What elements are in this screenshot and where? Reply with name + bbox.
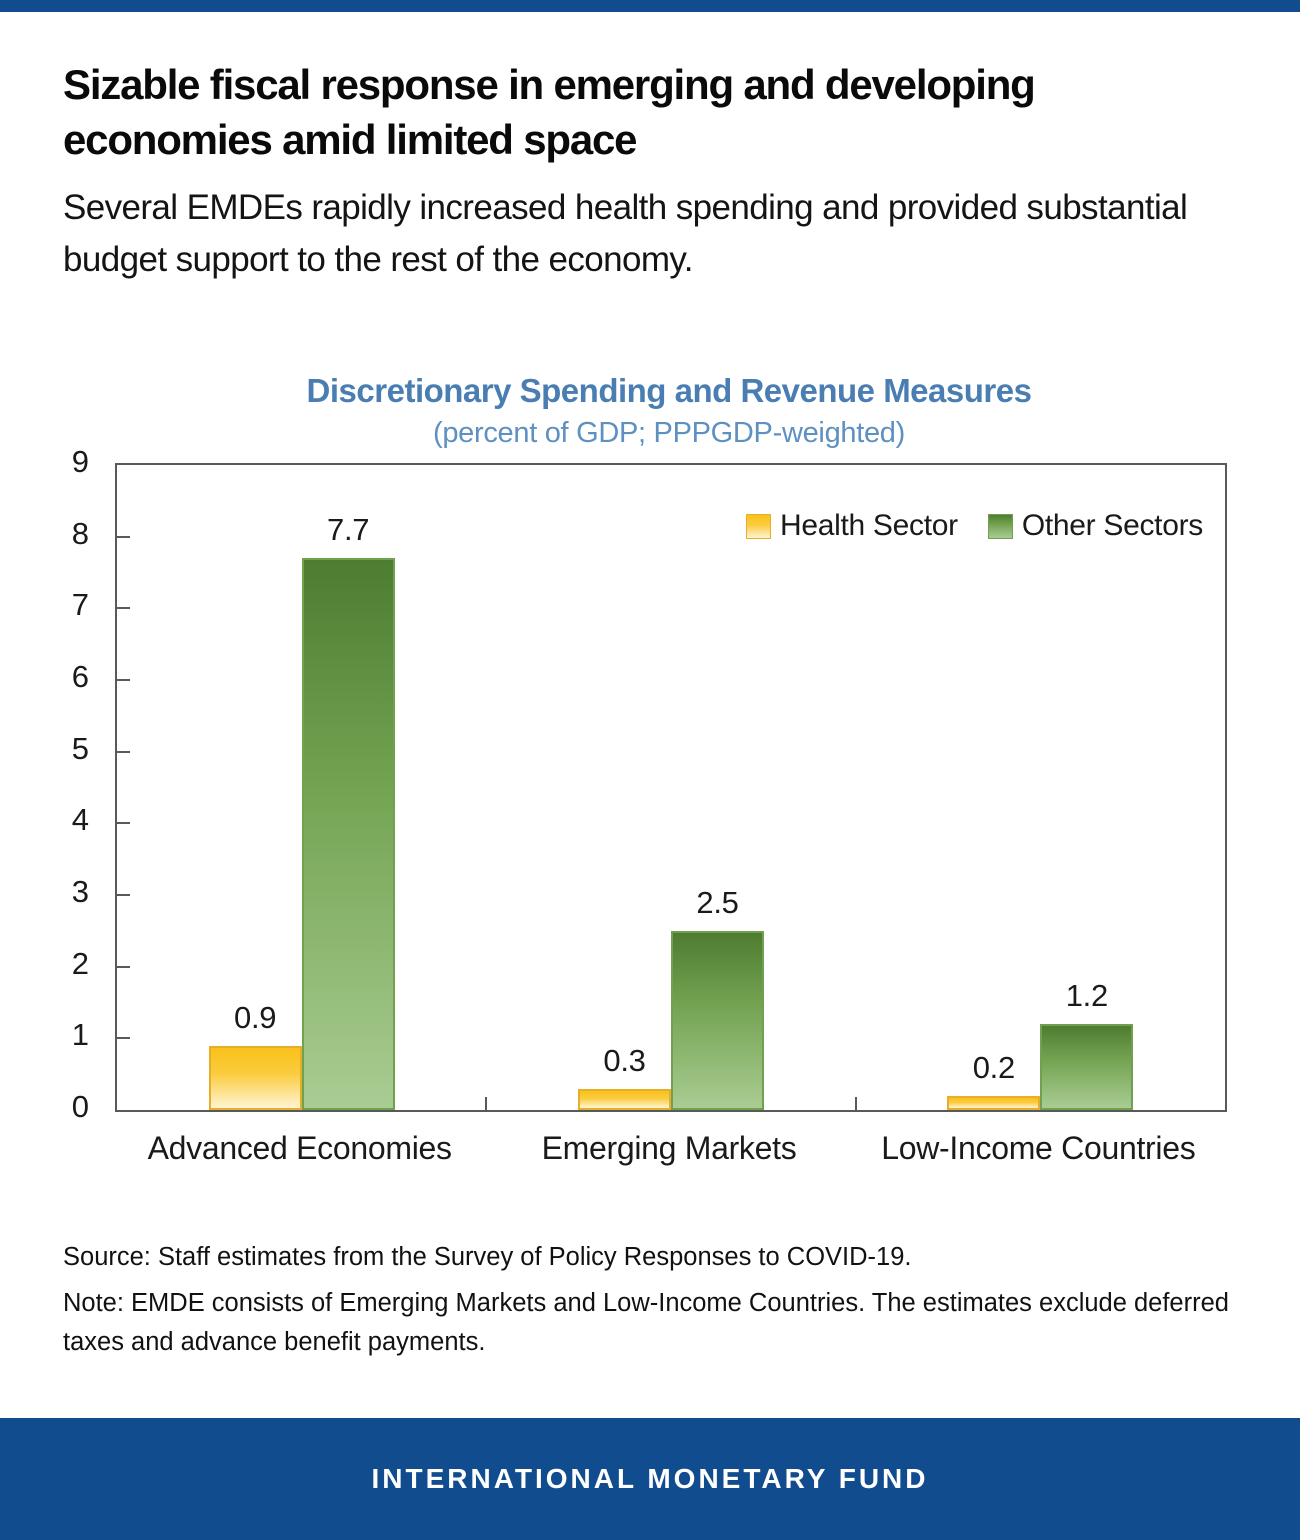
y-axis-label-8: 8 — [71, 515, 89, 551]
x-axis-label-0: Advanced Economies — [147, 1130, 452, 1166]
legend-label-other-sectors: Other Sectors — [1021, 509, 1203, 542]
chart-legend: Health Sector Other Sectors — [745, 509, 1203, 543]
y-axis-label-1: 1 — [71, 1017, 89, 1053]
legend-item-other-sectors: Other Sectors — [987, 509, 1203, 543]
chart-subtitle: (percent of GDP; PPPGDP-weighted) — [432, 417, 905, 449]
y-axis-tick — [117, 965, 130, 968]
bar-value-health-sector-2: 0.2 — [972, 1049, 1016, 1085]
source-note: Source: Staff estimates from the Survey … — [63, 1243, 912, 1271]
bar-value-other-sectors-2: 1.2 — [1065, 978, 1109, 1013]
bar-other-sectors-1 — [671, 930, 764, 1110]
bar-health-sector-2 — [947, 1095, 1041, 1110]
y-axis-tick — [117, 822, 130, 825]
y-axis-tick — [117, 750, 130, 753]
bar-other-sectors-0 — [301, 558, 395, 1110]
x-axis-label-2: Low-Income Countries — [881, 1130, 1196, 1166]
y-axis-label-0: 0 — [71, 1089, 89, 1124]
y-axis-tick — [117, 535, 130, 538]
y-axis-label-6: 6 — [71, 659, 89, 694]
legend-swatch-health-sector — [745, 513, 771, 539]
bar-value-other-sectors-0: 7.7 — [327, 512, 370, 548]
bar-health-sector-1 — [578, 1088, 671, 1110]
y-axis-label-9: 9 — [71, 444, 89, 479]
bar-value-health-sector-0: 0.9 — [234, 999, 277, 1035]
y-axis-label-3: 3 — [71, 874, 89, 909]
x-axis-tick — [485, 1097, 488, 1110]
y-axis-label-2: 2 — [71, 945, 89, 981]
y-axis-label-5: 5 — [71, 730, 89, 766]
y-axis-label-4: 4 — [71, 802, 89, 838]
top-accent-bar — [0, 0, 1300, 12]
legend-label-health-sector: Health Sector — [779, 509, 958, 542]
footer-brand: INTERNATIONAL MONETARY FUND — [371, 1463, 929, 1494]
page-title: Sizable fiscal response in emerging and … — [63, 61, 1036, 163]
y-axis-tick — [117, 1037, 130, 1040]
plot-area: Health Sector Other Sectors 0.9 7.7 0.3 2.5 0… — [115, 463, 1227, 1112]
bar-health-sector-0 — [208, 1045, 302, 1110]
chart-notes: Source: Staff estimates from the Survey … — [63, 1238, 1248, 1369]
x-axis-tick — [854, 1097, 857, 1110]
x-axis-label-1: Emerging Markets — [541, 1130, 797, 1166]
footer: INTERNATIONAL MONETARY FUND — [0, 1418, 1300, 1540]
legend-item-health-sector: Health Sector — [745, 509, 958, 543]
chart-title: Discretionary Spending and Revenue Measu… — [306, 372, 1032, 409]
bar-value-other-sectors-1: 2.5 — [696, 884, 739, 920]
methodology-note: Note: EMDE consists of Emerging Markets … — [63, 1288, 1229, 1357]
y-axis-label-7: 7 — [71, 587, 89, 623]
y-axis-tick — [117, 607, 130, 610]
y-axis-tick — [117, 679, 130, 681]
legend-swatch-other-sectors — [987, 513, 1013, 539]
y-axis-tick — [117, 894, 130, 896]
page-subtitle: Several EMDEs rapidly increased health s… — [63, 188, 1188, 279]
bar-other-sectors-2 — [1040, 1024, 1134, 1110]
bar-value-health-sector-1: 0.3 — [603, 1042, 646, 1078]
